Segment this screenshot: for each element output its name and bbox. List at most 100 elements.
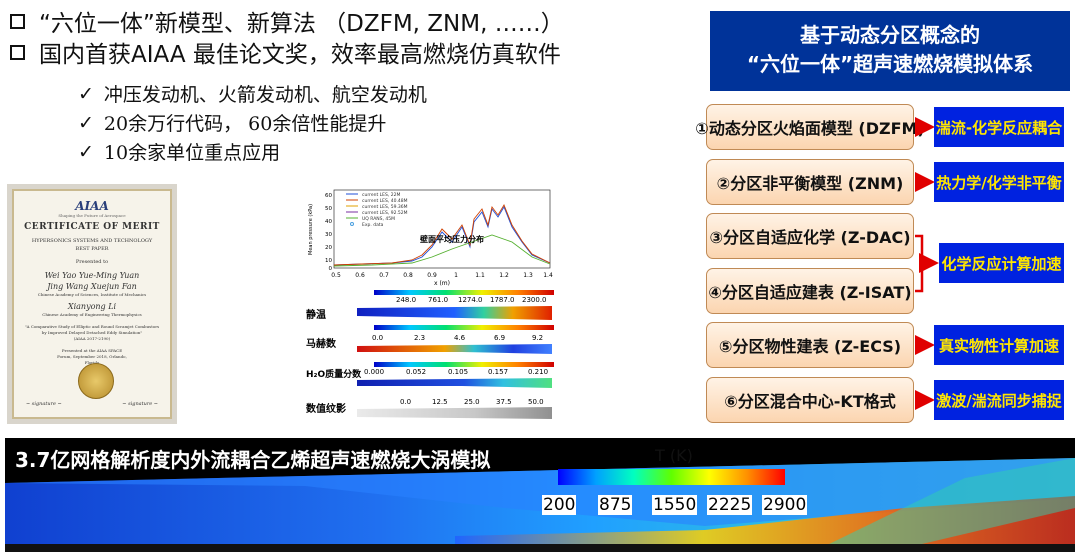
pressure-chart: current LES, 22M current LES, 40.48M cur… <box>308 189 553 287</box>
panel-numerical-schlieren: 数值纹影 0.0 12.5 25.0 37.5 50.0 <box>302 395 554 419</box>
panel-label: 数值纹影 <box>306 404 346 415</box>
square-bullet-icon <box>10 44 25 60</box>
bracket-icon <box>915 234 924 293</box>
model-znm: ②分区非平衡模型 (ZNM) <box>706 159 914 205</box>
x-axis-label: x (m) <box>434 280 450 287</box>
colorbar-tick: 25.0 <box>464 398 480 406</box>
pressure-curve-rans <box>333 234 551 267</box>
colorbar-tick: 4.6 <box>454 334 466 342</box>
check-item-1: ✓ 冲压发动机、火箭发动机、航空发动机 <box>78 80 427 107</box>
panel-label: 马赫数 <box>306 339 336 350</box>
colorbar-tick: 0.105 <box>448 368 469 376</box>
certificate-title: CERTIFICATE OF MERIT <box>24 222 160 232</box>
les-title: 3.7亿网格解析度内外流耦合乙烯超声速燃烧大涡模拟 <box>15 448 491 472</box>
contour-field <box>357 378 552 388</box>
certificate-photo: AIAA Shaping the Future of Aerospace CER… <box>7 184 177 424</box>
legend-entry-5: UQ RANS, 45M <box>362 216 395 222</box>
y-tick: 50 <box>325 206 332 212</box>
legend-tick: 1550 <box>652 495 698 515</box>
tag-real-property-acceleration: 真实物性计算加速 <box>934 325 1064 365</box>
system-title-box: 基于动态分区概念的 “六位一体”超声速燃烧模拟体系 <box>710 11 1070 91</box>
y-tick: 20 <box>325 245 332 251</box>
panel-label: H₂O质量分数 <box>306 370 362 380</box>
legend-entry-4: current LES, 92.52M <box>362 210 408 216</box>
colorbar-tick: 0.0 <box>372 334 384 342</box>
colorbar-tick: 12.5 <box>432 398 448 406</box>
gold-seal-icon <box>78 363 114 399</box>
colorbar-tick: 1787.0 <box>490 296 515 304</box>
bullet-2: 国内首获AIAA 最佳论文奖，效率最高燃烧仿真软件 <box>10 35 561 69</box>
y-tick: 0 <box>329 266 333 272</box>
y-axis-label: Mean pressure (kPa) <box>308 204 314 255</box>
les-simulation-image: 3.7亿网格解析度内外流耦合乙烯超声速燃烧大涡模拟 <box>5 438 1075 552</box>
tag-turbulence-chemistry: 湍流-化学反应耦合 <box>934 107 1064 147</box>
temperature-legend-label: T (K) <box>655 446 693 465</box>
check-item-1-text: 冲压发动机、火箭发动机、航空发动机 <box>103 84 427 106</box>
aiaa-logo: AIAA <box>75 199 109 213</box>
colorbar-tick: 37.5 <box>496 398 512 406</box>
certificate-names-2: Jing Wang Xuejun Fan <box>47 281 137 291</box>
model-z-dac: ③分区自适应化学 (Z-DAC) <box>706 213 914 259</box>
check-item-3: ✓ 10余家单位重点应用 <box>78 138 280 165</box>
certificate-affiliation-1: Chinese Academy of Sciences, Institute o… <box>37 291 147 297</box>
tag-shock-turbulence-capture: 激波/湍流同步捕捉 <box>934 380 1064 420</box>
model-z-isat: ④分区自适应建表 (Z-ISAT) <box>706 268 914 314</box>
tag-nonequilibrium: 热力学/化学非平衡 <box>934 162 1064 202</box>
colorbar-tick: 0.210 <box>528 368 549 376</box>
legend-tick: 2900 <box>762 495 808 515</box>
colorbar-tick: 50.0 <box>528 398 544 406</box>
x-tick: 1.2 <box>499 272 509 279</box>
bullet-1-text: “六位一体”新模型、新算法 （DZFM, ZNM, ……） <box>39 11 564 37</box>
x-tick: 0.8 <box>403 272 413 279</box>
y-tick: 40 <box>325 219 332 225</box>
signature-left: ~ signature ~ <box>26 401 62 407</box>
signature-right: ~ signature ~ <box>122 401 158 407</box>
checkmark-icon: ✓ <box>78 140 94 163</box>
certificate-names-1: Wei Yao Yue-Ming Yuan <box>44 270 140 280</box>
system-title-line-1: 基于动态分区概念的 <box>800 23 980 47</box>
legend-tick: 2225 <box>707 495 753 515</box>
colorbar-tick: 761.0 <box>428 296 449 304</box>
legend-entry-6: Exp. data <box>362 222 384 228</box>
colorbar-tick: 0.0 <box>400 398 412 406</box>
y-tick: 30 <box>325 232 332 238</box>
system-title-line-2: “六位一体”超声速燃烧模拟体系 <box>746 52 1034 76</box>
certificate-line-1: HYPERSONICS SYSTEMS AND TECHNOLOGY <box>31 238 153 244</box>
check-item-3-text: 10余家单位重点应用 <box>103 142 281 164</box>
temperature-colorbar <box>558 469 785 485</box>
contour-field <box>357 306 552 320</box>
certificate-paper: "A Comparative Study of Elliptic and Rou… <box>24 324 160 336</box>
legend-entry-2: current LES, 40.48M <box>362 198 408 204</box>
colorbar-tick: 248.0 <box>396 296 417 304</box>
check-item-2: ✓ 20余万行代码， 60余倍性能提升 <box>78 109 386 136</box>
x-tick: 1.4 <box>543 272 553 279</box>
bullet-2-text: 国内首获AIAA 最佳论文奖，效率最高燃烧仿真软件 <box>39 42 561 68</box>
x-tick: 1.1 <box>475 272 485 279</box>
simulation-figure: current LES, 22M current LES, 40.48M cur… <box>302 187 554 422</box>
colorbar <box>374 325 554 330</box>
schlieren-field <box>357 407 552 419</box>
contour-field <box>357 344 552 354</box>
x-tick: 0.6 <box>355 272 365 279</box>
colorbar-tick: 6.9 <box>494 334 506 342</box>
y-tick: 10 <box>325 258 332 264</box>
panel-label: 静温 <box>306 310 326 321</box>
x-tick: 1 <box>454 272 458 279</box>
colorbar-tick: 0.157 <box>488 368 509 376</box>
bullet-1: “六位一体”新模型、新算法 （DZFM, ZNM, ……） <box>10 4 564 38</box>
certificate-name-3: Xianyong Li <box>67 301 117 311</box>
legend-tick: 875 <box>598 495 633 515</box>
tag-chemistry-acceleration: 化学反应计算加速 <box>939 243 1064 283</box>
checkmark-icon: ✓ <box>78 111 94 134</box>
certificate-tagline: Shaping the Future of Aerospace <box>58 213 126 218</box>
colorbar-tick: 2.3 <box>414 334 426 342</box>
colorbar <box>374 362 554 367</box>
x-tick: 0.9 <box>427 272 437 279</box>
certificate-presented: Presented to <box>75 259 109 265</box>
square-bullet-icon <box>10 13 25 29</box>
chart-label: 壁面平均压力分布 <box>420 234 484 244</box>
colorbar-tick: 0.052 <box>406 368 427 376</box>
checkmark-icon: ✓ <box>78 82 94 105</box>
colorbar-tick: 9.2 <box>532 334 544 342</box>
panel-h2o-mass-fraction: H₂O质量分数 0.000 0.052 0.105 0.157 0.210 <box>302 362 554 388</box>
